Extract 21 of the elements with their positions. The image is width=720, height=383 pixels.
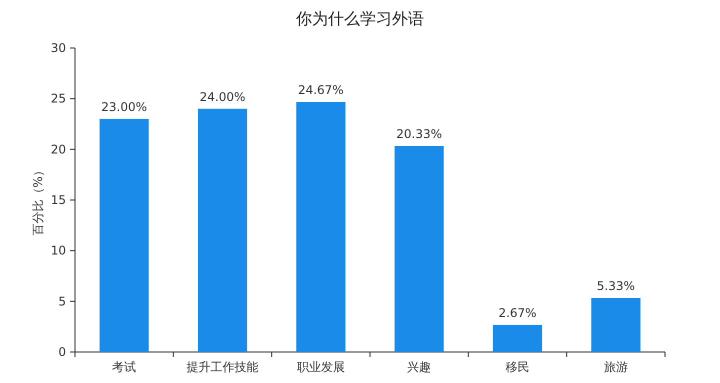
data-label: 20.33% [396,127,442,141]
xtick: 考试 [112,360,136,374]
ytick: 5 [58,294,66,308]
ytick: 20 [50,142,66,156]
xtick: 职业发展 [296,360,345,374]
data-label: 23.00% [101,100,148,114]
xtick: 兴趣 [407,360,432,374]
data-label: 5.33% [596,279,635,293]
ytick: 10 [50,244,66,258]
xtick: 提升工作技能 [186,360,258,374]
data-label: 2.67% [498,306,537,320]
ytick: 25 [50,92,66,106]
xtick: 旅游 [604,360,628,374]
ytick: 15 [50,193,66,207]
ylabel: 百分比（%） [31,164,45,236]
ytick: 0 [58,345,66,359]
ytick: 30 [50,41,66,55]
data-label: 24.00% [200,90,246,104]
xtick: 移民 [506,360,530,374]
data-label: 24.67% [298,83,344,97]
title: 你为什么学习外语 [296,9,424,28]
